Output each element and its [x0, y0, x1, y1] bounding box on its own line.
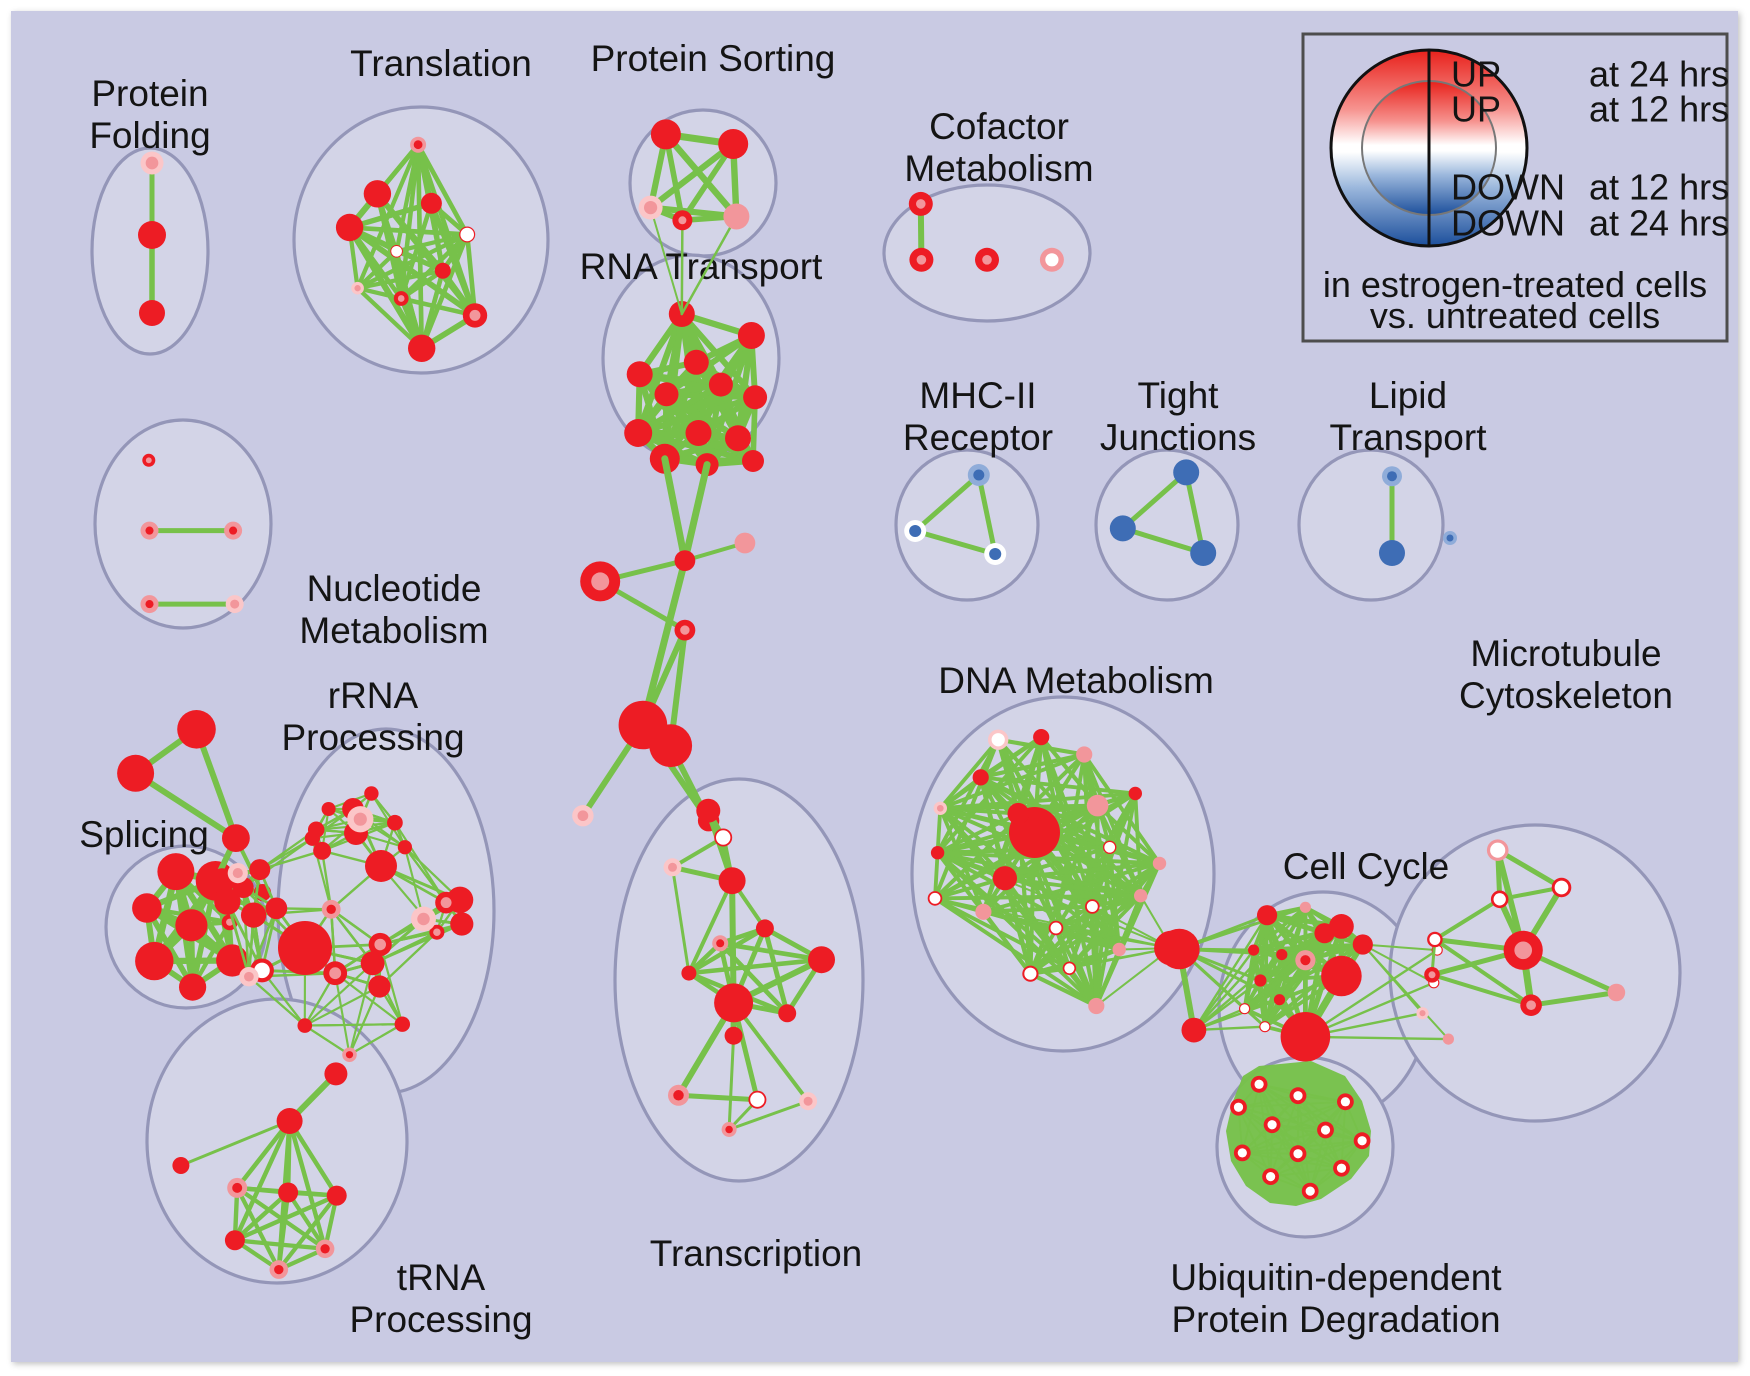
- svg-text:Cell Cycle: Cell Cycle: [1283, 846, 1450, 887]
- svg-text:at 24 hrs: at 24 hrs: [1589, 203, 1729, 244]
- svg-text:Transcription: Transcription: [650, 1233, 862, 1274]
- svg-text:DOWN: DOWN: [1451, 203, 1565, 244]
- svg-text:at 12 hrs: at 12 hrs: [1589, 167, 1729, 208]
- svg-text:DOWN: DOWN: [1451, 167, 1565, 208]
- svg-text:vs. untreated cells: vs. untreated cells: [1370, 295, 1660, 336]
- svg-text:Protein Sorting: Protein Sorting: [591, 38, 836, 79]
- svg-text:Translation: Translation: [350, 43, 532, 84]
- svg-text:UP: UP: [1451, 88, 1501, 129]
- svg-text:Splicing: Splicing: [79, 814, 209, 855]
- svg-text:DNA Metabolism: DNA Metabolism: [938, 660, 1214, 701]
- svg-text:at 12 hrs: at 12 hrs: [1589, 88, 1729, 129]
